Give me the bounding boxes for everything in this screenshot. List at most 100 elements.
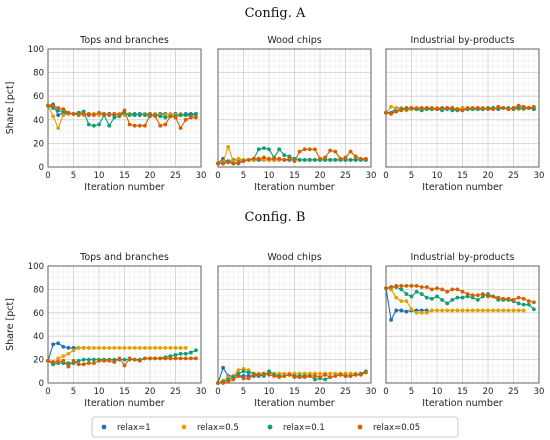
data-point — [56, 113, 61, 117]
data-point — [262, 371, 266, 376]
data-point — [194, 348, 198, 353]
data-point — [127, 122, 132, 127]
data-point — [475, 293, 480, 298]
data-point — [226, 160, 231, 165]
data-point — [501, 308, 506, 313]
data-point — [475, 106, 480, 110]
data-point — [440, 298, 444, 302]
data-point — [226, 145, 231, 149]
data-point — [143, 356, 147, 361]
data-point — [158, 346, 163, 350]
data-point — [313, 377, 317, 382]
data-point — [450, 106, 455, 110]
y-tick-label: 80 — [33, 69, 44, 79]
panel-2: Wood chips 0 5 10 15 20 25 30 Iteration number — [215, 252, 376, 409]
data-point — [424, 295, 429, 300]
data-point — [66, 110, 71, 115]
panel-1: Tops and branches 0 5 10 15 20 25 30 0 20 40 60 80 10… — [28, 35, 207, 193]
legend: relax=1 relax=0.5 relax=0.1 relax=0.05 — [91, 416, 459, 438]
series-line — [385, 287, 524, 314]
data-point — [282, 153, 287, 158]
data-point — [424, 310, 429, 315]
x-tick-label: 10 — [94, 171, 105, 181]
data-point — [450, 287, 455, 292]
data-point — [521, 296, 526, 301]
x-tick-label: 5 — [409, 171, 414, 181]
data-point — [521, 308, 526, 313]
row-title: Config. A — [245, 6, 306, 21]
y-axis-label: Share [pct] — [5, 82, 16, 135]
data-point — [183, 117, 188, 122]
data-point — [496, 104, 501, 109]
data-point — [173, 353, 178, 357]
x-axis-label: Iteration number — [254, 398, 334, 409]
data-point — [526, 106, 531, 110]
data-point — [313, 374, 317, 378]
data-point — [516, 308, 521, 313]
data-point — [338, 372, 343, 377]
data-point — [51, 114, 55, 119]
data-point — [435, 294, 439, 299]
data-point — [328, 158, 333, 162]
x-tick-label: 15 — [289, 387, 300, 397]
data-point — [122, 346, 127, 350]
data-point — [102, 346, 106, 350]
x-tick-label: 0 — [215, 387, 220, 397]
chart-row-2: Config. B Share [pct] Tops and branches 0 5 1… — [5, 210, 544, 409]
data-point — [511, 298, 516, 302]
data-point — [71, 112, 76, 116]
data-point — [183, 351, 188, 356]
data-point — [297, 375, 302, 380]
data-point — [440, 308, 444, 313]
data-point — [511, 308, 516, 313]
panel-3: Industrial by-products 0 5 10 15 20 25 30 Iterat… — [383, 35, 544, 193]
x-tick-label: 25 — [340, 171, 351, 181]
data-point — [86, 346, 91, 350]
data-point — [318, 375, 322, 380]
data-point — [143, 346, 147, 350]
data-point — [183, 356, 188, 361]
data-point — [404, 309, 409, 314]
data-point — [292, 375, 297, 380]
data-point — [496, 295, 501, 300]
data-point — [430, 287, 434, 292]
data-point — [71, 358, 76, 363]
data-point — [430, 308, 434, 313]
data-point — [496, 308, 501, 313]
data-point — [61, 113, 66, 117]
x-tick-label: 5 — [71, 387, 76, 397]
data-point — [66, 364, 71, 369]
data-point — [137, 346, 142, 350]
data-point — [475, 298, 480, 302]
data-point — [86, 357, 91, 362]
data-point — [163, 356, 168, 361]
data-point — [521, 302, 526, 307]
data-point — [358, 156, 363, 161]
x-axis-label: Iteration number — [422, 398, 502, 409]
x-tick-label: 10 — [432, 387, 443, 397]
x-tick-label: 15 — [119, 171, 130, 181]
data-point — [328, 371, 333, 376]
data-point — [302, 147, 307, 152]
data-point — [404, 283, 409, 288]
panel-title: Wood chips — [267, 252, 321, 263]
data-point — [112, 112, 117, 116]
data-point — [399, 108, 404, 113]
data-point — [158, 114, 163, 119]
plot-frame — [47, 48, 202, 168]
data-point — [287, 372, 292, 377]
data-point — [194, 356, 198, 361]
data-point — [178, 351, 183, 356]
data-point — [435, 286, 439, 291]
data-point — [435, 308, 439, 313]
data-point — [302, 158, 307, 162]
data-point — [440, 287, 444, 292]
data-point — [56, 356, 61, 361]
data-point — [526, 299, 531, 303]
data-point — [389, 317, 393, 322]
legend-entry: relax=0.5 — [181, 423, 239, 433]
data-point — [153, 346, 158, 350]
data-point — [399, 283, 404, 288]
data-point — [491, 107, 495, 112]
panel-title: Tops and branches — [79, 35, 169, 46]
